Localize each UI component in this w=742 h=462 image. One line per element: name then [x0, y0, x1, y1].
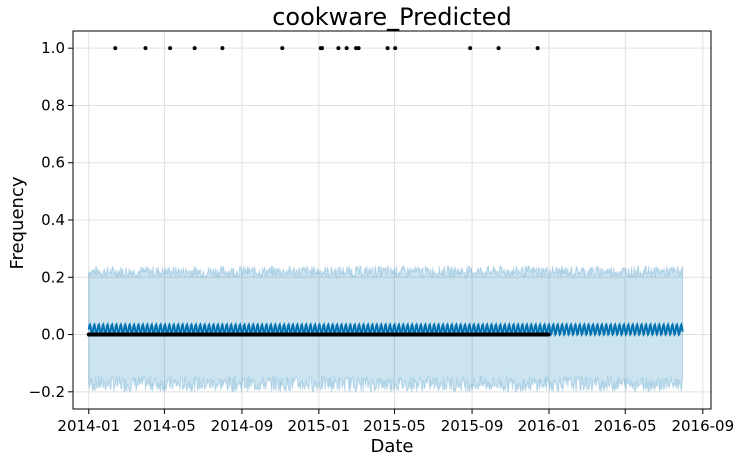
- observed-point-one: [168, 46, 173, 51]
- x-tick-label: 2015-05: [363, 417, 426, 435]
- x-axis-title: Date: [370, 436, 413, 457]
- x-tick-label: 2014-01: [57, 417, 120, 435]
- x-tick-label: 2016-01: [518, 417, 581, 435]
- y-tick-label: 0.2: [41, 268, 65, 286]
- observed-point-one: [336, 46, 341, 51]
- observed-point-one: [113, 46, 118, 51]
- observed-points: [86, 46, 551, 337]
- y-tick-label: −0.2: [29, 383, 65, 401]
- forecast-line: [87, 322, 684, 337]
- observed-point-one: [344, 46, 349, 51]
- y-tick-label: 0.4: [41, 211, 65, 229]
- observed-point-one: [220, 46, 225, 51]
- y-tick-label: 0.6: [41, 154, 65, 172]
- observed-point-one: [143, 46, 148, 51]
- y-tick-label: 0.0: [41, 326, 65, 344]
- x-tick-label: 2014-05: [133, 417, 196, 435]
- observed-point-one: [385, 46, 390, 51]
- y-tick-label: 1.0: [41, 39, 65, 57]
- observed-point-one: [393, 46, 398, 51]
- observed-point-zero: [546, 332, 551, 337]
- x-tick-label: 2016-09: [671, 417, 734, 435]
- x-tick-label: 2016-05: [594, 417, 657, 435]
- observed-point-one: [535, 46, 540, 51]
- observed-point-one: [468, 46, 473, 51]
- x-axis-ticks: 2014-01 2014-05 2014-09 2015-01 2015-05 2015-…: [57, 409, 734, 435]
- observed-point-one: [280, 46, 285, 51]
- x-tick-label: 2015-09: [441, 417, 504, 435]
- y-axis-title: Frequency: [7, 176, 28, 269]
- observed-point-one: [356, 46, 361, 51]
- yhat-line: [87, 322, 684, 337]
- observed-point-one: [320, 46, 325, 51]
- y-axis-ticks: −0.2 0.0 0.2 0.4 0.6 0.8 1.0: [29, 39, 73, 401]
- x-tick-label: 2015-01: [288, 417, 351, 435]
- y-tick-label: 0.8: [41, 96, 65, 114]
- x-tick-label: 2014-09: [211, 417, 274, 435]
- observed-point-one: [496, 46, 501, 51]
- observed-point-one: [192, 46, 197, 51]
- chart-title: cookware_Predicted: [272, 3, 512, 31]
